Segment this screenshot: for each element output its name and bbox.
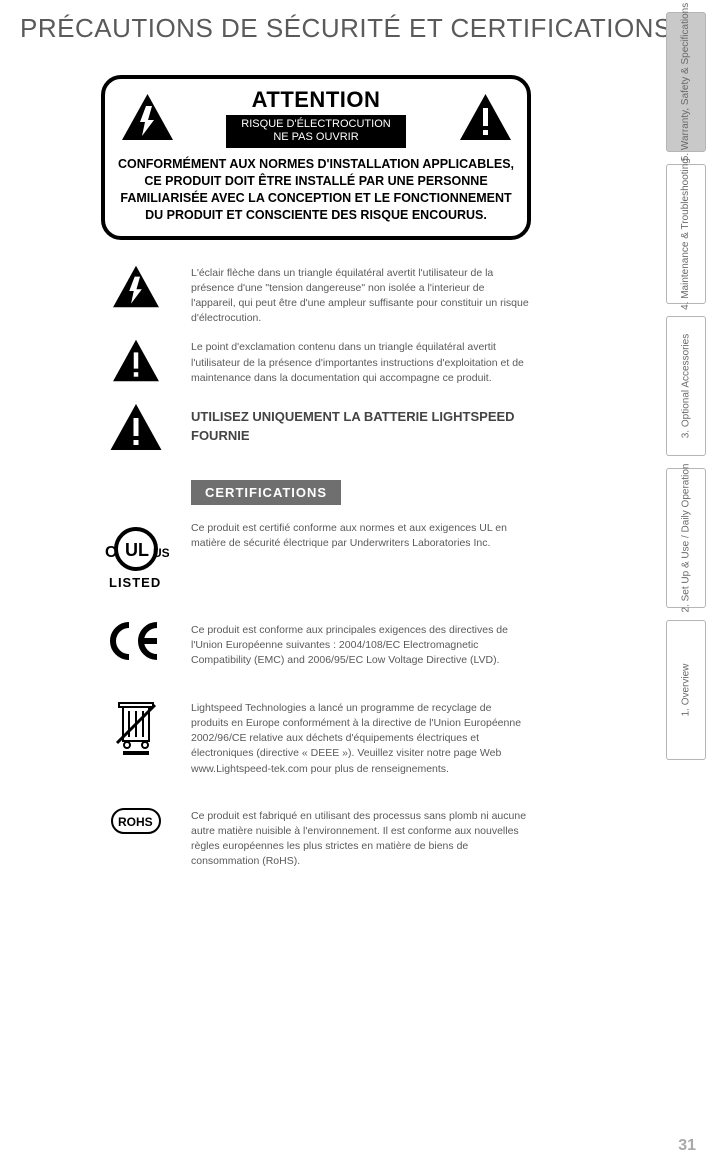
tab-warranty[interactable]: 5. Warranty, Safety & Specifications xyxy=(666,12,706,152)
tab-setup[interactable]: 2. Set Up & Use / Daily Operation xyxy=(666,468,706,608)
ce-description: Ce produit est conforme aux principales … xyxy=(191,621,531,669)
tab-accessories[interactable]: 3. Optional Accessories xyxy=(666,316,706,456)
tab-label: 4. Maintenance & Troubleshooting xyxy=(680,158,692,310)
tab-overview[interactable]: 1. Overview xyxy=(666,620,706,760)
weee-description: Lightspeed Technologies a lancé un progr… xyxy=(191,699,531,777)
sidebar-tabs: 5. Warranty, Safety & Specifications 4. … xyxy=(652,0,712,1169)
tab-maintenance[interactable]: 4. Maintenance & Troubleshooting xyxy=(666,164,706,304)
exclamation-triangle-icon xyxy=(101,402,171,452)
ce-mark-icon xyxy=(101,621,171,661)
ul-description: Ce produit est certifié conforme aux nor… xyxy=(191,519,531,551)
weee-bin-icon xyxy=(101,699,171,757)
page-title: PRÉCAUTIONS DE SÉCURITÉ ET CERTIFICATION… xyxy=(0,0,712,45)
attention-title: ATTENTION xyxy=(185,87,447,113)
lightning-triangle-icon xyxy=(117,90,177,145)
rohs-icon: ROHS xyxy=(101,807,171,835)
page-number: 31 xyxy=(678,1137,696,1155)
attention-body: CONFORMÉMENT AUX NORMES D'INSTALLATION A… xyxy=(117,156,515,224)
svg-text:US: US xyxy=(153,546,169,560)
content-area: ATTENTION RISQUE D'ÉLECTROCUTION NE PAS … xyxy=(0,45,712,870)
exclamation-description: Le point d'exclamation contenu dans un t… xyxy=(191,338,531,386)
exclamation-triangle-icon xyxy=(101,338,171,383)
rohs-description: Ce produit est fabriqué en utilisant des… xyxy=(191,807,531,870)
attention-subtitle: RISQUE D'ÉLECTROCUTION NE PAS OUVRIR xyxy=(226,115,406,149)
tab-label: 3. Optional Accessories xyxy=(680,334,692,439)
svg-text:ROHS: ROHS xyxy=(118,815,153,829)
svg-text:UL: UL xyxy=(125,540,149,560)
lightning-triangle-icon xyxy=(101,264,171,309)
tab-label: 2. Set Up & Use / Daily Operation xyxy=(680,464,692,613)
certifications-heading: CERTIFICATIONS xyxy=(191,480,341,505)
tab-label: 5. Warranty, Safety & Specifications xyxy=(680,3,692,161)
battery-warning: UTILISEZ UNIQUEMENT LA BATTERIE LIGHTSPE… xyxy=(191,402,531,446)
ul-listed-icon: C UL US LISTED xyxy=(101,519,171,591)
svg-text:LISTED: LISTED xyxy=(109,575,161,590)
exclamation-triangle-icon xyxy=(455,90,515,145)
tab-label: 1. Overview xyxy=(680,664,692,717)
attention-box: ATTENTION RISQUE D'ÉLECTROCUTION NE PAS … xyxy=(101,75,531,240)
bolt-description: L'éclair flèche dans un triangle équilat… xyxy=(191,264,531,327)
